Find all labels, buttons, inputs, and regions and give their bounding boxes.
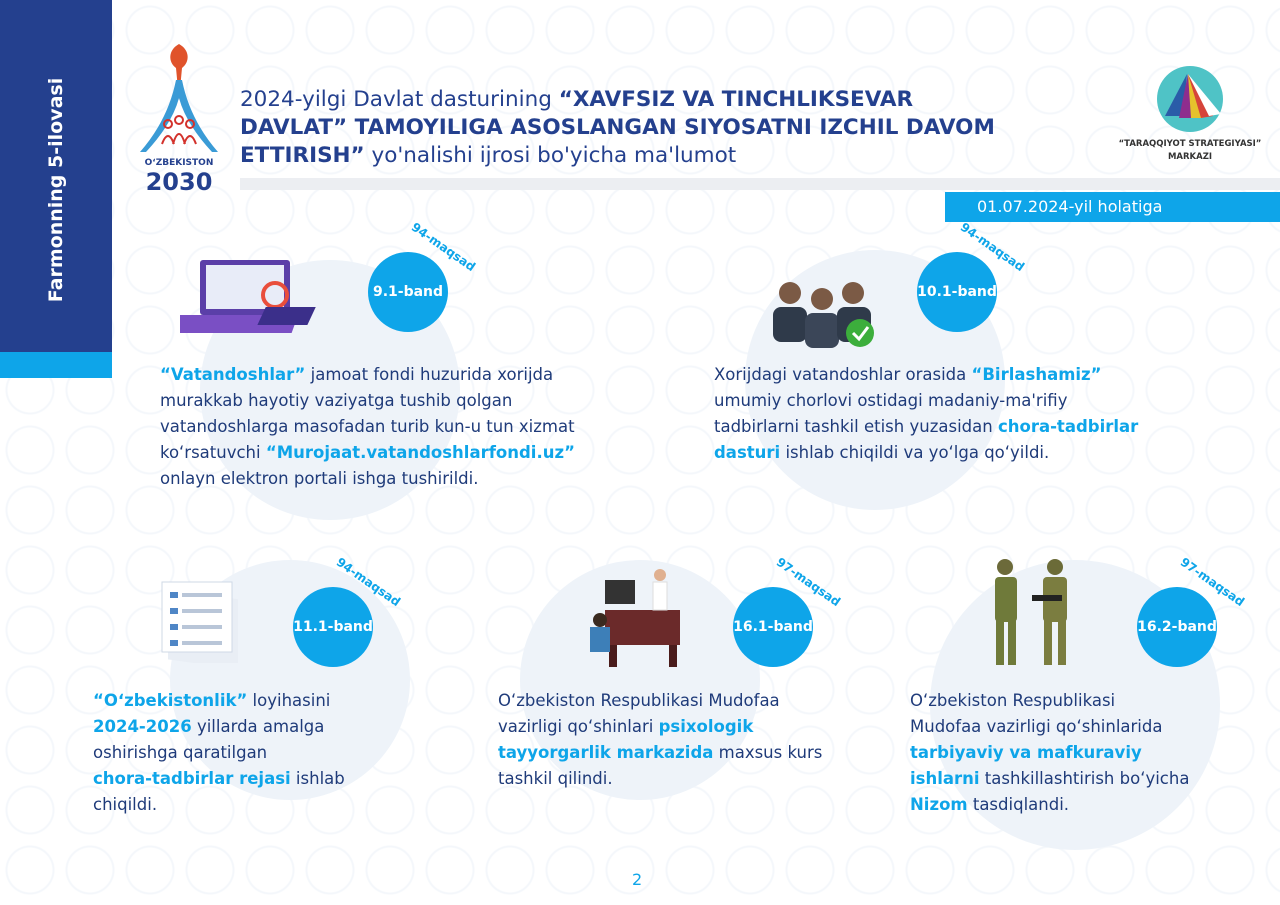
- highlight-text: “Murojaat.vatandoshlarfondi.uz”: [265, 443, 575, 462]
- text-line: Oʻzbekiston Respublikasi Mudofaa: [498, 688, 822, 714]
- body-text: vazirligi qoʻshinlari: [498, 717, 659, 736]
- body-text: vatandoshlarga masofadan turib kun-u tun…: [160, 417, 575, 436]
- text-line: “Oʻzbekistonlik” loyihasini: [93, 688, 345, 714]
- body-text: tashkillashtirish boʻyicha: [979, 769, 1190, 788]
- body-text: Oʻzbekiston Respublikasi Mudofaa: [498, 691, 780, 710]
- highlight-text: chora-tadbirlar: [997, 417, 1139, 436]
- status-date: 01.07.2024-yil holatiga: [945, 192, 1280, 222]
- uzbekistan-2030-logo: OʻZBEKISTON 2030: [138, 40, 220, 196]
- side-label: Farmonning 5-ilovasi: [45, 77, 67, 303]
- body-text: yillarda amalga: [191, 717, 325, 736]
- body-text: Mudofaa vazirligi qoʻshinlarida: [910, 717, 1163, 736]
- highlight-text: Nizom: [910, 795, 968, 814]
- block-text: “Vatandoshlar” jamoat fondi huzurida xor…: [160, 362, 575, 492]
- text-line: chora-tadbirlar rejasi ishlab: [93, 766, 345, 792]
- page-number: 2: [632, 870, 643, 889]
- text-line: tayyorgarlik markazida maxsus kurs: [498, 740, 822, 766]
- consultation-desk-icon: [590, 569, 680, 667]
- monument-icon: [140, 44, 218, 152]
- text-line: Oʻzbekiston Respublikasi: [910, 688, 1189, 714]
- text-line: tashkil qilindi.: [498, 766, 822, 792]
- body-text: koʻrsatuvchi: [160, 443, 266, 462]
- block-text: Oʻzbekiston Respublikasi Mudofaa vazirlig…: [498, 688, 822, 792]
- highlight-text: tayyorgarlik markazida: [498, 743, 714, 762]
- body-text: onlayn elektron portali ishga tushirildi…: [160, 469, 479, 488]
- text-line: tadbirlarni tashkil etish yuzasidan chor…: [714, 414, 1138, 440]
- highlight-text: ishlarni: [910, 769, 980, 788]
- side-band: [0, 0, 112, 352]
- body-text: tasdiqlandi.: [967, 795, 1070, 814]
- block-text: Xorijdagi vatandoshlar orasida “Birlasha…: [714, 362, 1138, 466]
- highlight-text: “Oʻzbekistonlik”: [93, 691, 248, 710]
- people-approved-icon: [773, 282, 874, 348]
- highlight-text: dasturi: [714, 443, 781, 462]
- text-line: Xorijdagi vatandoshlar orasida “Birlasha…: [714, 362, 1138, 388]
- body-text: maxsus kurs: [713, 743, 823, 762]
- text-line: onlayn elektron portali ishga tushirildi…: [160, 466, 575, 492]
- computer-icon: [180, 260, 316, 333]
- header-divider: [240, 178, 1280, 190]
- body-text: Xorijdagi vatandoshlar orasida: [714, 365, 972, 384]
- text-line: vatandoshlarga masofadan turib kun-u tun…: [160, 414, 575, 440]
- highlight-text: psixologik: [658, 717, 754, 736]
- body-text: jamoat fondi huzurida xorijda: [305, 365, 554, 384]
- body-text: umumiy chorlovi ostidagi madaniy-ma'rifi…: [714, 391, 1068, 410]
- side-band-accent: [0, 352, 112, 378]
- block-background: [520, 560, 760, 800]
- highlight-text: chora-tadbirlar rejasi: [93, 769, 291, 788]
- text-line: oshirishga qaratilgan: [93, 740, 345, 766]
- band-badge: 11.1-band: [293, 587, 373, 667]
- body-text: chiqildi.: [93, 795, 158, 814]
- band-badge: 16.1-band: [733, 587, 813, 667]
- text-line: tarbiyaviy va mafkuraviy: [910, 740, 1189, 766]
- text-line: “Vatandoshlar” jamoat fondi huzurida xor…: [160, 362, 575, 388]
- text-line: ishlarni tashkillashtirish boʻyicha: [910, 766, 1189, 792]
- body-text: oshirishga qaratilgan: [93, 743, 268, 762]
- band-badge: 9.1-band: [368, 252, 448, 332]
- text-line: vazirligi qoʻshinlari psixologik: [498, 714, 822, 740]
- taraqqiyot-strategiyasi-logo: “TARAQQIYOT STRATEGIYASI” MARKAZI: [1100, 66, 1280, 164]
- highlight-text: “Birlashamiz”: [971, 365, 1102, 384]
- body-text: murakkab hayotiy vaziyatga tushib qolgan: [160, 391, 513, 410]
- documents-icon: [161, 581, 238, 663]
- body-text: tadbirlarni tashkil etish yuzasidan: [714, 417, 998, 436]
- text-line: Nizom tasdiqlandi.: [910, 792, 1189, 818]
- band-badge: 16.2-band: [1137, 587, 1217, 667]
- body-text: Oʻzbekiston Respublikasi: [910, 691, 1116, 710]
- text-line: dasturi ishlab chiqildi va yoʻlga qoʻyil…: [714, 440, 1138, 466]
- highlight-text: 2024-2026: [93, 717, 192, 736]
- text-line: 2024-2026 yillarda amalga: [93, 714, 345, 740]
- body-text: ishlab: [290, 769, 345, 788]
- body-text: loyihasini: [247, 691, 331, 710]
- soldiers-icon: [995, 559, 1067, 665]
- body-text: tashkil qilindi.: [498, 769, 613, 788]
- highlight-text: “Vatandoshlar”: [160, 365, 306, 384]
- block-text: “Oʻzbekistonlik” loyihasini 2024-2026 yil…: [93, 688, 345, 818]
- text-line: Mudofaa vazirligi qoʻshinlarida: [910, 714, 1189, 740]
- body-text: ishlab chiqildi va yoʻlga qoʻyildi.: [780, 443, 1050, 462]
- text-line: chiqildi.: [93, 792, 345, 818]
- block-text: Oʻzbekiston Respublikasi Mudofaa vazirlig…: [910, 688, 1189, 818]
- text-line: murakkab hayotiy vaziyatga tushib qolgan: [160, 388, 575, 414]
- band-badge: 10.1-band: [917, 252, 997, 332]
- highlight-text: tarbiyaviy va mafkuraviy: [910, 743, 1142, 762]
- page-title: 2024-yilgi Davlat dasturining “XAVFSIZ V…: [240, 87, 995, 168]
- text-line: koʻrsatuvchi “Murojaat.vatandoshlarfondi…: [160, 440, 575, 466]
- text-line: umumiy chorlovi ostidagi madaniy-ma'rifi…: [714, 388, 1138, 414]
